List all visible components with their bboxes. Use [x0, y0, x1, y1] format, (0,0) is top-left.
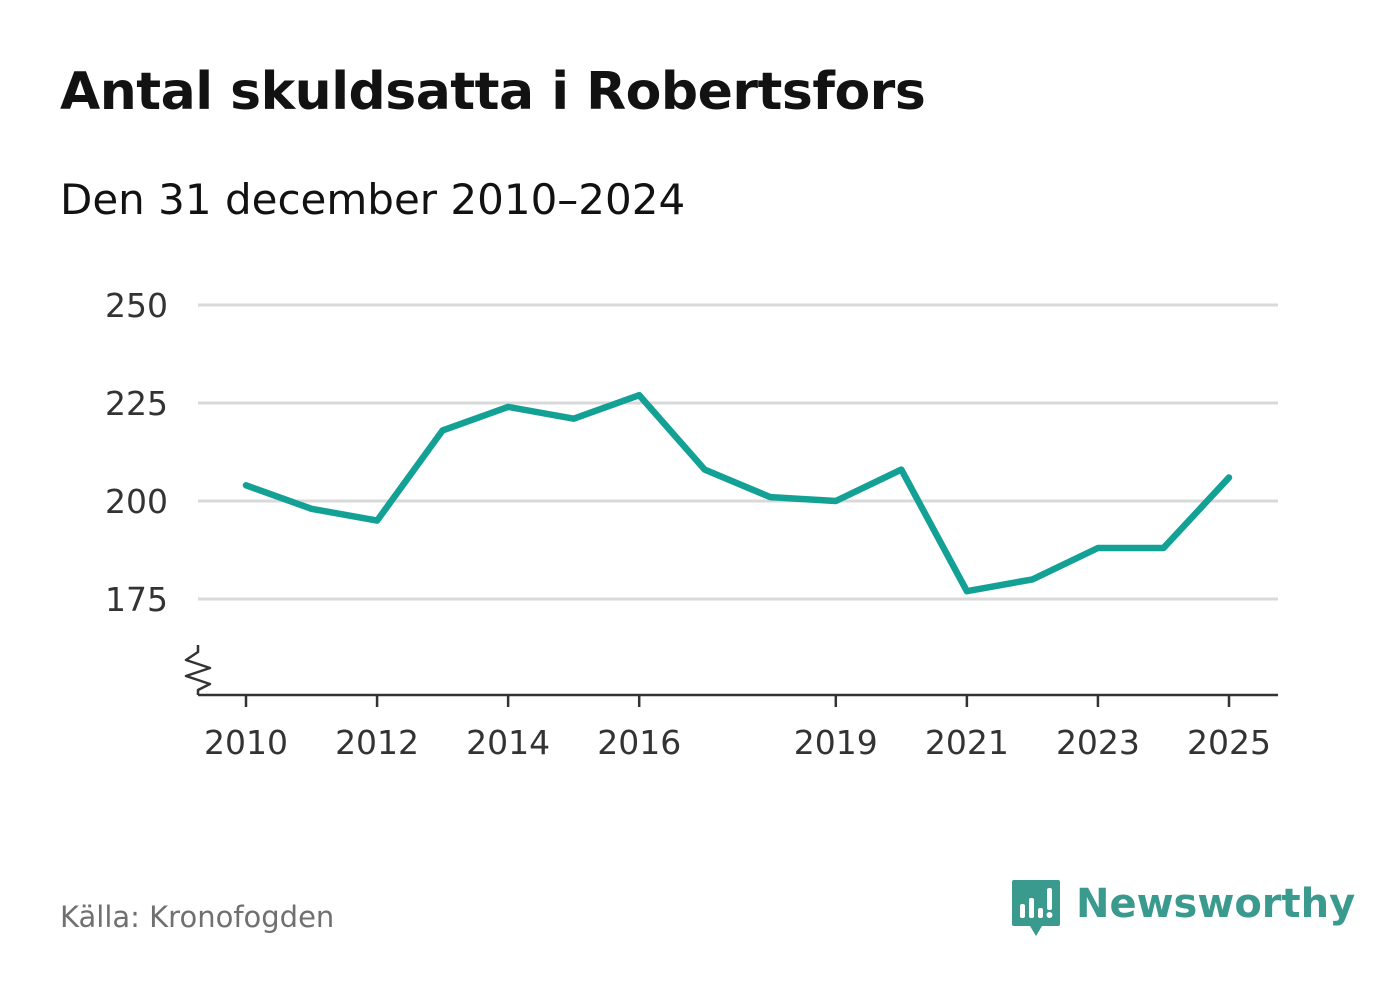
bar-chart-speech-bubble-icon [1012, 880, 1060, 936]
y-tick-label-225: 225 [105, 384, 168, 423]
y-tick-label-200: 200 [105, 482, 168, 521]
axis-break-icon [184, 645, 212, 695]
x-tick-label-2016: 2016 [597, 723, 681, 762]
x-tick-label-2021: 2021 [925, 723, 1009, 762]
x-tick-label-2010: 2010 [204, 723, 288, 762]
x-tick-label-2023: 2023 [1056, 723, 1140, 762]
x-tick-label-2012: 2012 [335, 723, 419, 762]
brand-logo: Newsworthy [1010, 878, 1355, 942]
y-tick-label-175: 175 [105, 580, 168, 619]
y-tick-label-250: 250 [105, 286, 168, 325]
x-tick-label-2014: 2014 [466, 723, 550, 762]
x-tick-label-2025: 2025 [1187, 723, 1271, 762]
chart-subtitle: Den 31 december 2010–2024 [60, 175, 686, 224]
x-tick-label-2019: 2019 [794, 723, 878, 762]
source-credit: Källa: Kronofogden [60, 900, 335, 934]
series-line-0 [242, 391, 1233, 595]
brand-name: Newsworthy [1076, 881, 1356, 927]
chart-title: Antal skuldsatta i Robertsfors [60, 62, 926, 122]
